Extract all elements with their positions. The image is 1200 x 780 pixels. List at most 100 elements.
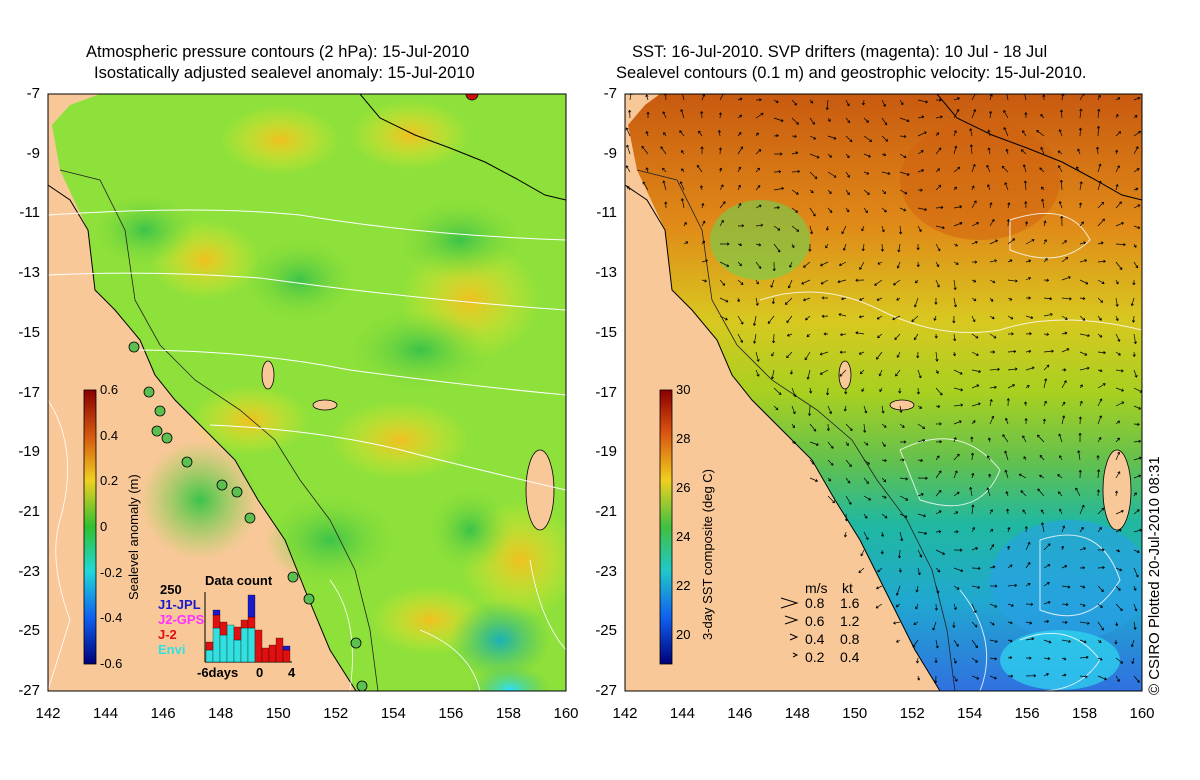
left-title-line1: Atmospheric pressure contours (2 hPa): 1…	[86, 43, 470, 61]
mission-j-2: J-2	[158, 627, 177, 642]
velocity-arrow	[1025, 259, 1032, 263]
velocity-arrow	[841, 297, 847, 301]
velocity-row-ms: 0.8	[805, 595, 825, 611]
velocity-arrow	[719, 201, 726, 209]
velocity-arrow	[701, 220, 706, 227]
velocity-arrow	[917, 207, 927, 212]
velocity-arrow	[1133, 168, 1140, 173]
velocity-arrow	[680, 198, 685, 209]
velocity-arrow	[753, 333, 757, 344]
velocity-arrow	[773, 387, 782, 396]
right-title-line2: Sealevel contours (0.1 m) and geostrophi…	[616, 64, 1087, 82]
velocity-arrow	[881, 441, 886, 447]
velocity-arrow	[1061, 565, 1068, 569]
velocity-arrow	[789, 369, 794, 375]
velocity-arrow	[1061, 673, 1067, 677]
velocity-arrow	[1040, 146, 1045, 155]
velocity-arrow	[718, 112, 723, 119]
velocity-arrow	[1059, 455, 1063, 461]
velocity-arrow	[935, 549, 946, 555]
velocity-arrow	[662, 111, 667, 119]
colorbar-tick-label: -0.2	[100, 564, 123, 580]
right-title-line1: SST: 16-Jul-2010. SVP drifters (magenta)…	[632, 43, 1048, 61]
velocity-arrow	[1043, 378, 1048, 389]
velocity-arrow	[737, 315, 744, 325]
velocity-arrow	[881, 513, 888, 519]
velocity-arrow	[1025, 541, 1031, 551]
velocity-arrow	[803, 297, 811, 302]
velocity-arrow	[1022, 509, 1027, 515]
velocity-arrow	[1079, 296, 1086, 301]
velocity-arrow	[932, 621, 937, 631]
velocity-arrow	[767, 315, 775, 324]
velocity-arrow	[1097, 639, 1102, 643]
velocity-arrow	[1022, 435, 1027, 443]
velocity-arrow	[1079, 603, 1086, 607]
velocity-arrow	[971, 657, 978, 663]
velocity-arrow	[935, 261, 940, 268]
velocity-arrow	[913, 297, 919, 308]
velocity-arrow	[899, 134, 907, 138]
left-colorbar	[83, 389, 97, 665]
velocity-row-kt: 1.6	[840, 595, 860, 611]
velocity-arrow	[1061, 602, 1069, 607]
velocity-arrow	[791, 423, 796, 429]
velocity-arrow	[1040, 114, 1045, 119]
velocity-arrow	[642, 181, 649, 191]
velocity-arrow	[645, 131, 649, 137]
velocity-arrow	[1007, 674, 1014, 678]
y-tick-label: -7	[603, 85, 617, 102]
data-count-axis-start: -6days	[197, 665, 239, 680]
velocity-arrow	[809, 423, 817, 432]
velocity-arrow	[881, 405, 885, 414]
velocity-arrow	[935, 585, 940, 594]
velocity-arrow	[1061, 585, 1071, 589]
velocity-arrow	[809, 477, 818, 482]
velocity-arrow	[1023, 180, 1027, 191]
velocity-arrow	[953, 108, 960, 119]
velocity-arrow	[843, 531, 848, 538]
velocity-arrow	[1061, 276, 1071, 281]
velocity-arrow	[1077, 148, 1081, 155]
velocity-arrow	[1097, 437, 1102, 443]
velocity-arrow	[899, 207, 907, 212]
velocity-arrow	[1043, 332, 1050, 336]
velocity-arrow	[1133, 204, 1141, 209]
velocity-arrow	[898, 567, 902, 573]
colorbar-tick-label: 0	[100, 519, 108, 534]
velocity-arrow	[1006, 398, 1010, 407]
velocity-arrow	[1025, 602, 1034, 606]
velocity-arrow	[1097, 469, 1101, 479]
velocity-arrow	[1005, 417, 1009, 425]
velocity-arrow	[917, 438, 926, 443]
velocity-arrow	[1133, 528, 1142, 533]
velocity-arrow	[827, 117, 831, 122]
velocity-arrow	[953, 453, 960, 461]
velocity-arrow	[1079, 547, 1086, 551]
velocity-arrow	[1061, 525, 1066, 533]
velocity-arrow	[770, 279, 775, 288]
velocity-arrow	[953, 166, 961, 173]
velocity-arrow	[989, 259, 997, 263]
colorbar-tick-label: 22	[676, 578, 691, 593]
velocity-arrow	[971, 603, 977, 614]
velocity-arrow	[827, 135, 837, 140]
velocity-arrow	[1043, 619, 1050, 624]
x-tick-label: 146	[150, 705, 176, 722]
x-tick-label: 152	[323, 705, 349, 722]
velocity-arrow	[826, 423, 830, 431]
velocity-arrow	[1018, 473, 1027, 479]
velocity-arrow	[935, 455, 940, 461]
velocity-arrow	[1025, 621, 1033, 625]
velocity-arrow	[881, 171, 891, 175]
velocity-arrow	[1079, 108, 1083, 119]
velocity-arrow	[809, 459, 815, 465]
velocity-arrow	[827, 405, 832, 415]
velocity-arrow	[805, 315, 811, 321]
velocity-arrow	[899, 225, 903, 235]
velocity-arrow	[1025, 296, 1031, 300]
velocity-arrow	[791, 405, 796, 415]
velocity-arrow	[1097, 675, 1107, 681]
velocity-arrow	[879, 387, 883, 393]
right-colorbar	[659, 389, 673, 665]
